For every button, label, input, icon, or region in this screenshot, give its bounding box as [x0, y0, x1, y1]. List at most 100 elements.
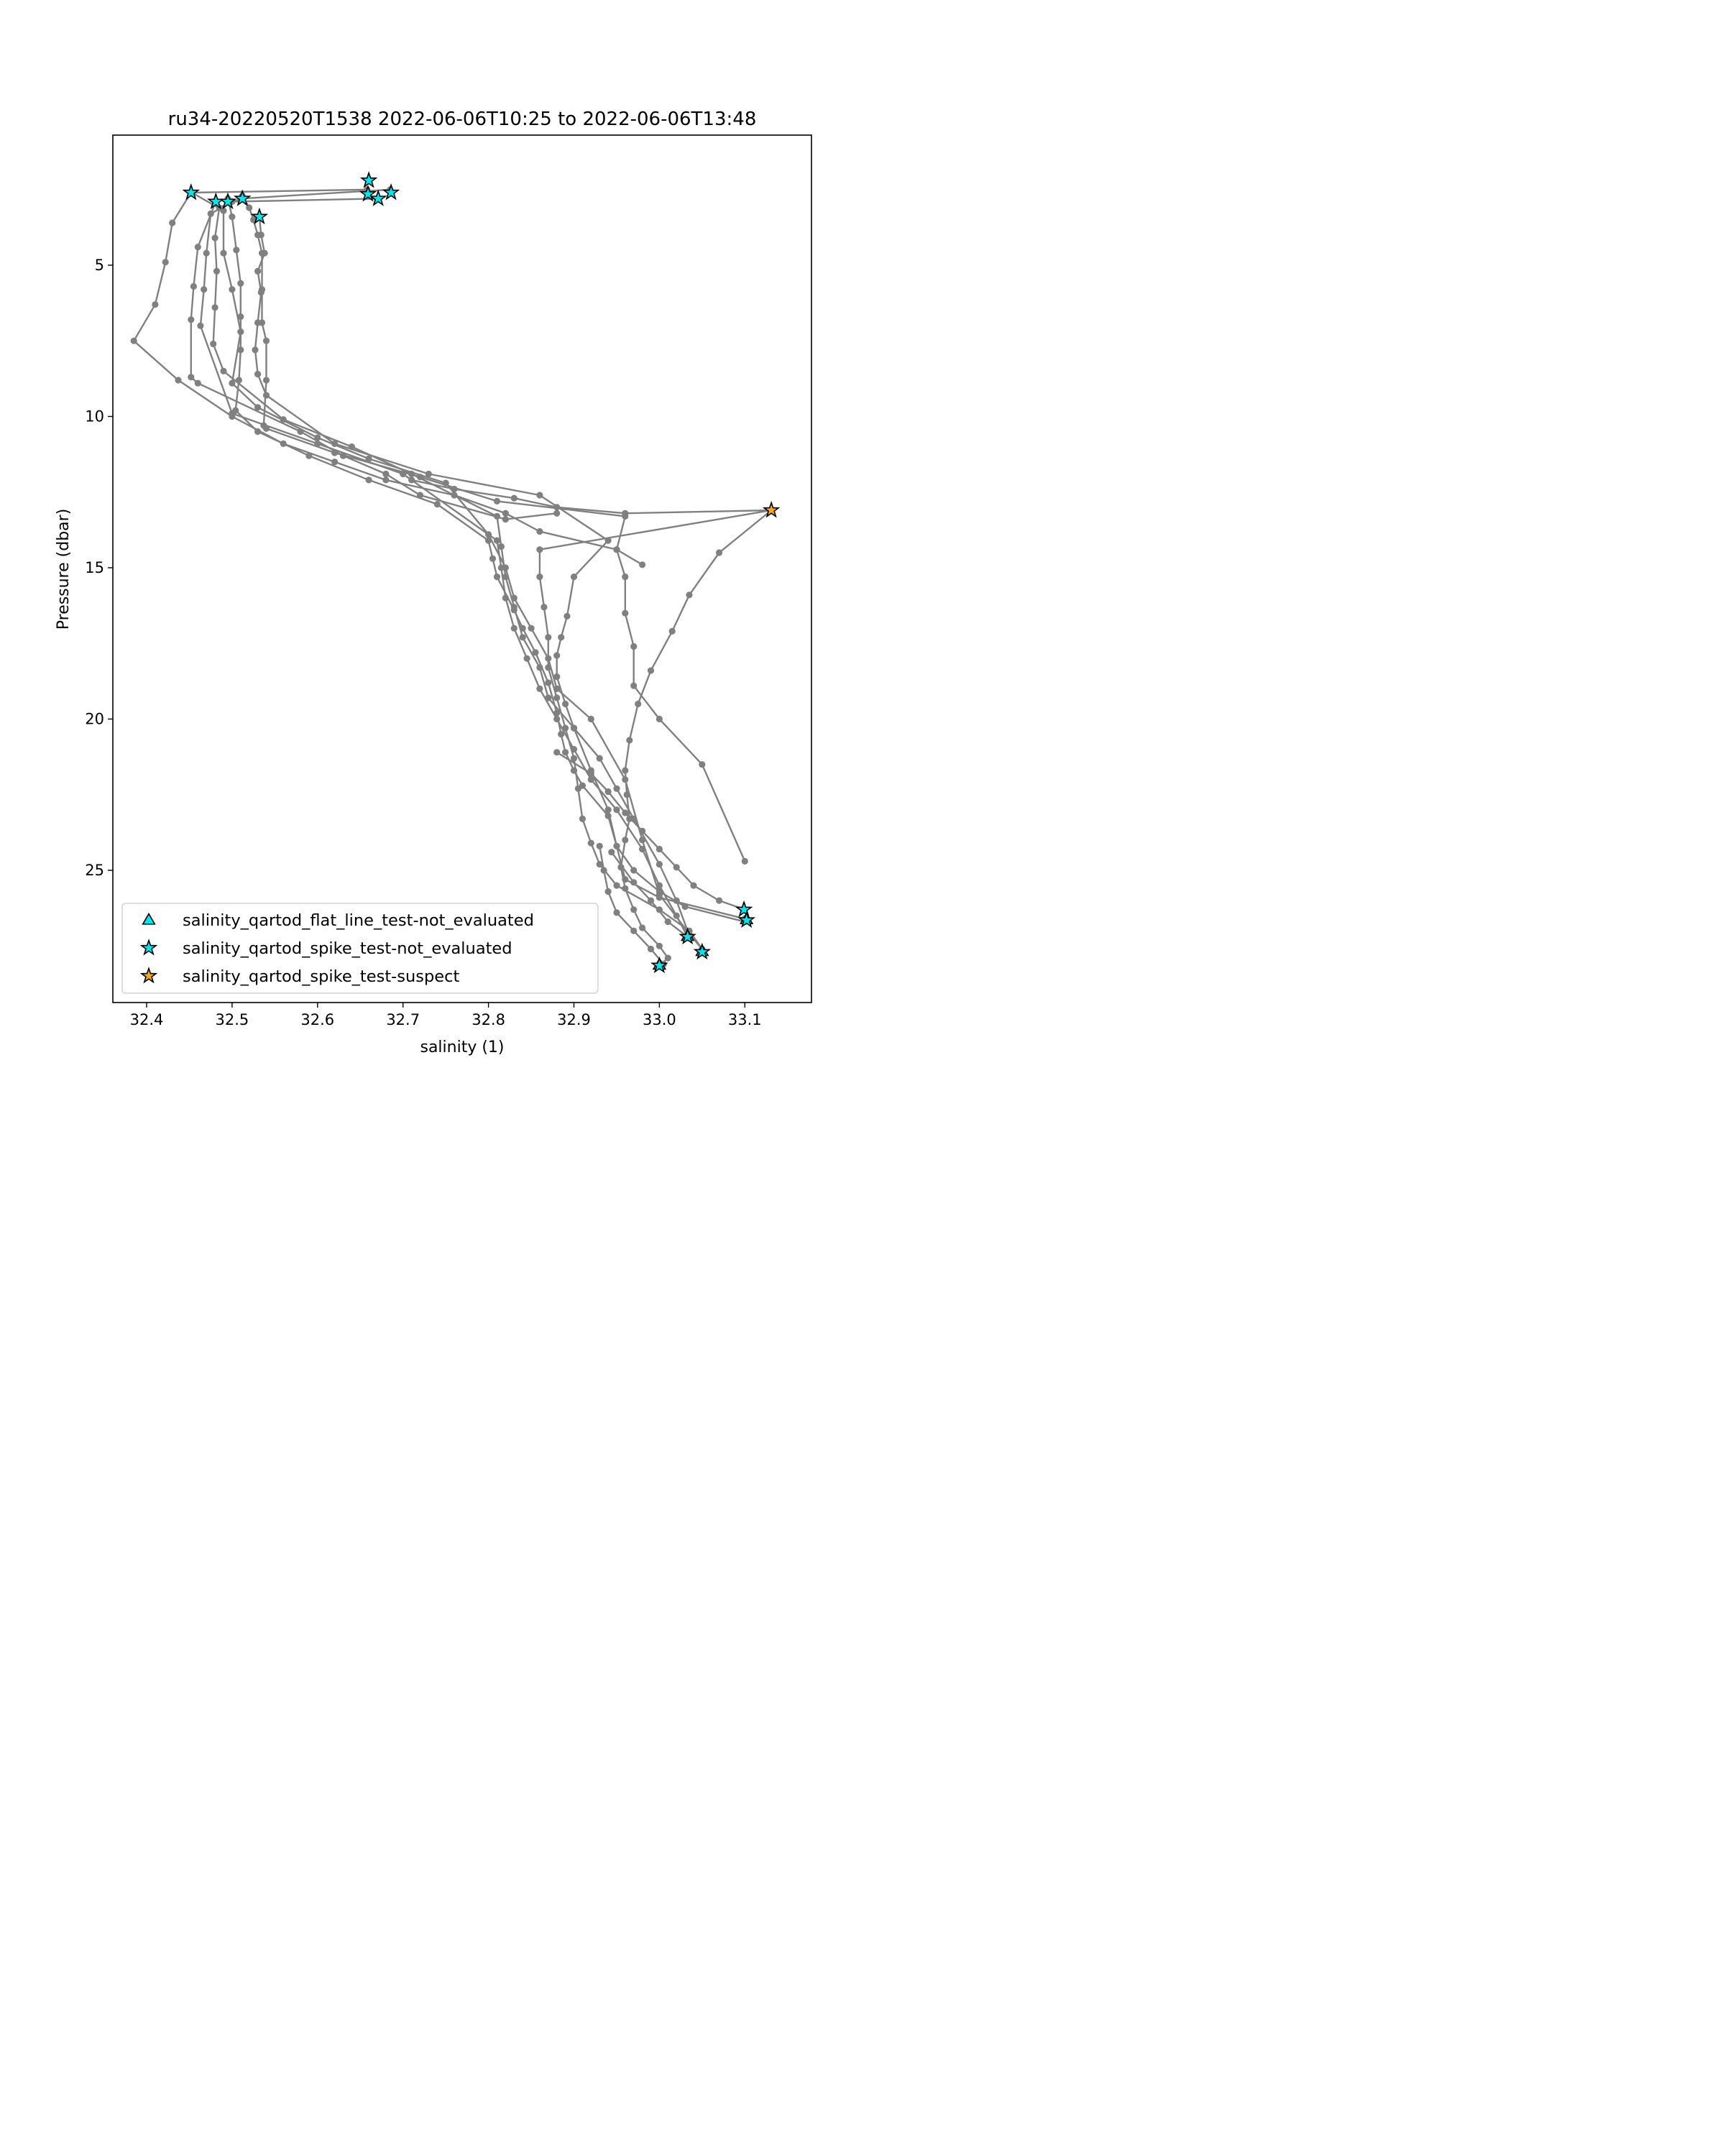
profile-point [201, 286, 208, 293]
x-axis-label: salinity (1) [420, 1038, 504, 1056]
profile-point [536, 528, 543, 535]
profile-point [262, 392, 270, 399]
profile-point [630, 927, 638, 934]
legend-star-icon [139, 939, 158, 956]
flag-star-marker [762, 501, 781, 518]
profile-point [553, 694, 561, 701]
x-tick-label: 33.1 [728, 1011, 762, 1028]
profile-point [510, 594, 518, 602]
y-tick-label: 5 [95, 257, 104, 274]
y-tick-label: 25 [85, 862, 104, 879]
profile-point [686, 591, 693, 599]
profile-point [493, 497, 501, 505]
profile-point [656, 888, 663, 895]
profile-point [451, 485, 458, 493]
profile-point [604, 888, 612, 895]
profile-point [587, 839, 594, 847]
profile-point [252, 346, 259, 354]
chart-figure: ru34-20220520T1538 2022-06-06T10:25 to 2… [0, 0, 898, 1123]
x-tick-label: 32.9 [557, 1011, 591, 1028]
profile-point [553, 510, 561, 517]
x-tick-label: 32.6 [300, 1011, 334, 1028]
profile-point [493, 537, 501, 544]
profile-point [523, 655, 530, 662]
axis-ticks: 32.4 32.5 32.6 32.7 32.8 32.9 33.0 33.1 5 10 15 20 2… [85, 257, 761, 1028]
profile-point [232, 407, 239, 414]
profile-point [532, 649, 539, 656]
profile-point [314, 434, 321, 441]
profile-point [220, 367, 227, 374]
profile-point [656, 715, 663, 723]
profile-point [553, 749, 561, 756]
profile-point [493, 573, 501, 581]
profile-point [558, 731, 565, 738]
profile-point [220, 249, 227, 257]
profile-point [656, 894, 663, 901]
profile-point [699, 761, 706, 768]
profile-point [656, 845, 663, 853]
profile-point [254, 428, 262, 436]
flag-star-marker [218, 192, 237, 210]
profile-point [545, 664, 552, 671]
profile-point [493, 512, 501, 520]
profile-point [261, 249, 268, 257]
profile-point [668, 627, 676, 635]
profile-point [596, 842, 603, 849]
profile-point [305, 452, 313, 459]
profile-point [664, 918, 671, 926]
profile-point [502, 516, 510, 523]
profile-point [510, 607, 518, 614]
profile-point [622, 837, 629, 844]
y-tick-label: 10 [85, 408, 104, 425]
profile-point [169, 219, 176, 226]
profile-point [613, 909, 620, 916]
profile-point [604, 806, 612, 814]
profile-point [188, 374, 195, 381]
profile-point [229, 213, 236, 221]
profile-point [656, 861, 663, 868]
profile-point [630, 906, 638, 913]
profile-point [622, 885, 629, 892]
profile-point [536, 573, 543, 581]
profile-point [647, 667, 655, 674]
profile-point [613, 882, 620, 889]
flag-star-marker [233, 189, 252, 206]
profile-point [623, 791, 630, 798]
profile-point [608, 849, 615, 856]
profile-point [485, 531, 492, 538]
profile-point [257, 231, 264, 239]
profile-point [630, 879, 638, 886]
profile-point [617, 864, 625, 871]
profile-point [562, 700, 569, 708]
flag-star-marker [735, 900, 753, 918]
profile-point [210, 340, 217, 348]
profile-point [570, 573, 578, 581]
profile-point [553, 504, 561, 511]
profile-point [562, 749, 569, 756]
profile-point [558, 634, 565, 641]
profile-point [622, 510, 629, 517]
profile-point [197, 322, 204, 329]
profile-point [190, 282, 197, 290]
profile-point [587, 770, 594, 777]
profile-point [211, 304, 218, 311]
profile-point [741, 857, 748, 865]
profile-point [365, 455, 372, 463]
profile-point [237, 280, 244, 287]
flag-star-marker [369, 189, 387, 206]
profile-line-10 [620, 510, 772, 965]
chart-title: ru34-20220520T1538 2022-06-06T10:25 to 2… [168, 109, 757, 130]
profile-point [587, 715, 594, 723]
profile-point [257, 289, 264, 296]
y-tick-label: 15 [85, 559, 104, 576]
profile-point [207, 210, 214, 217]
profile-point [613, 806, 620, 814]
profile-point [331, 449, 339, 456]
profile-point [570, 724, 578, 732]
profile-point [235, 377, 242, 384]
x-tick-label: 32.7 [386, 1011, 420, 1028]
profile-point [540, 604, 548, 611]
profile-point [408, 476, 415, 484]
legend-star-icon [139, 967, 158, 984]
profile-point [553, 652, 561, 659]
